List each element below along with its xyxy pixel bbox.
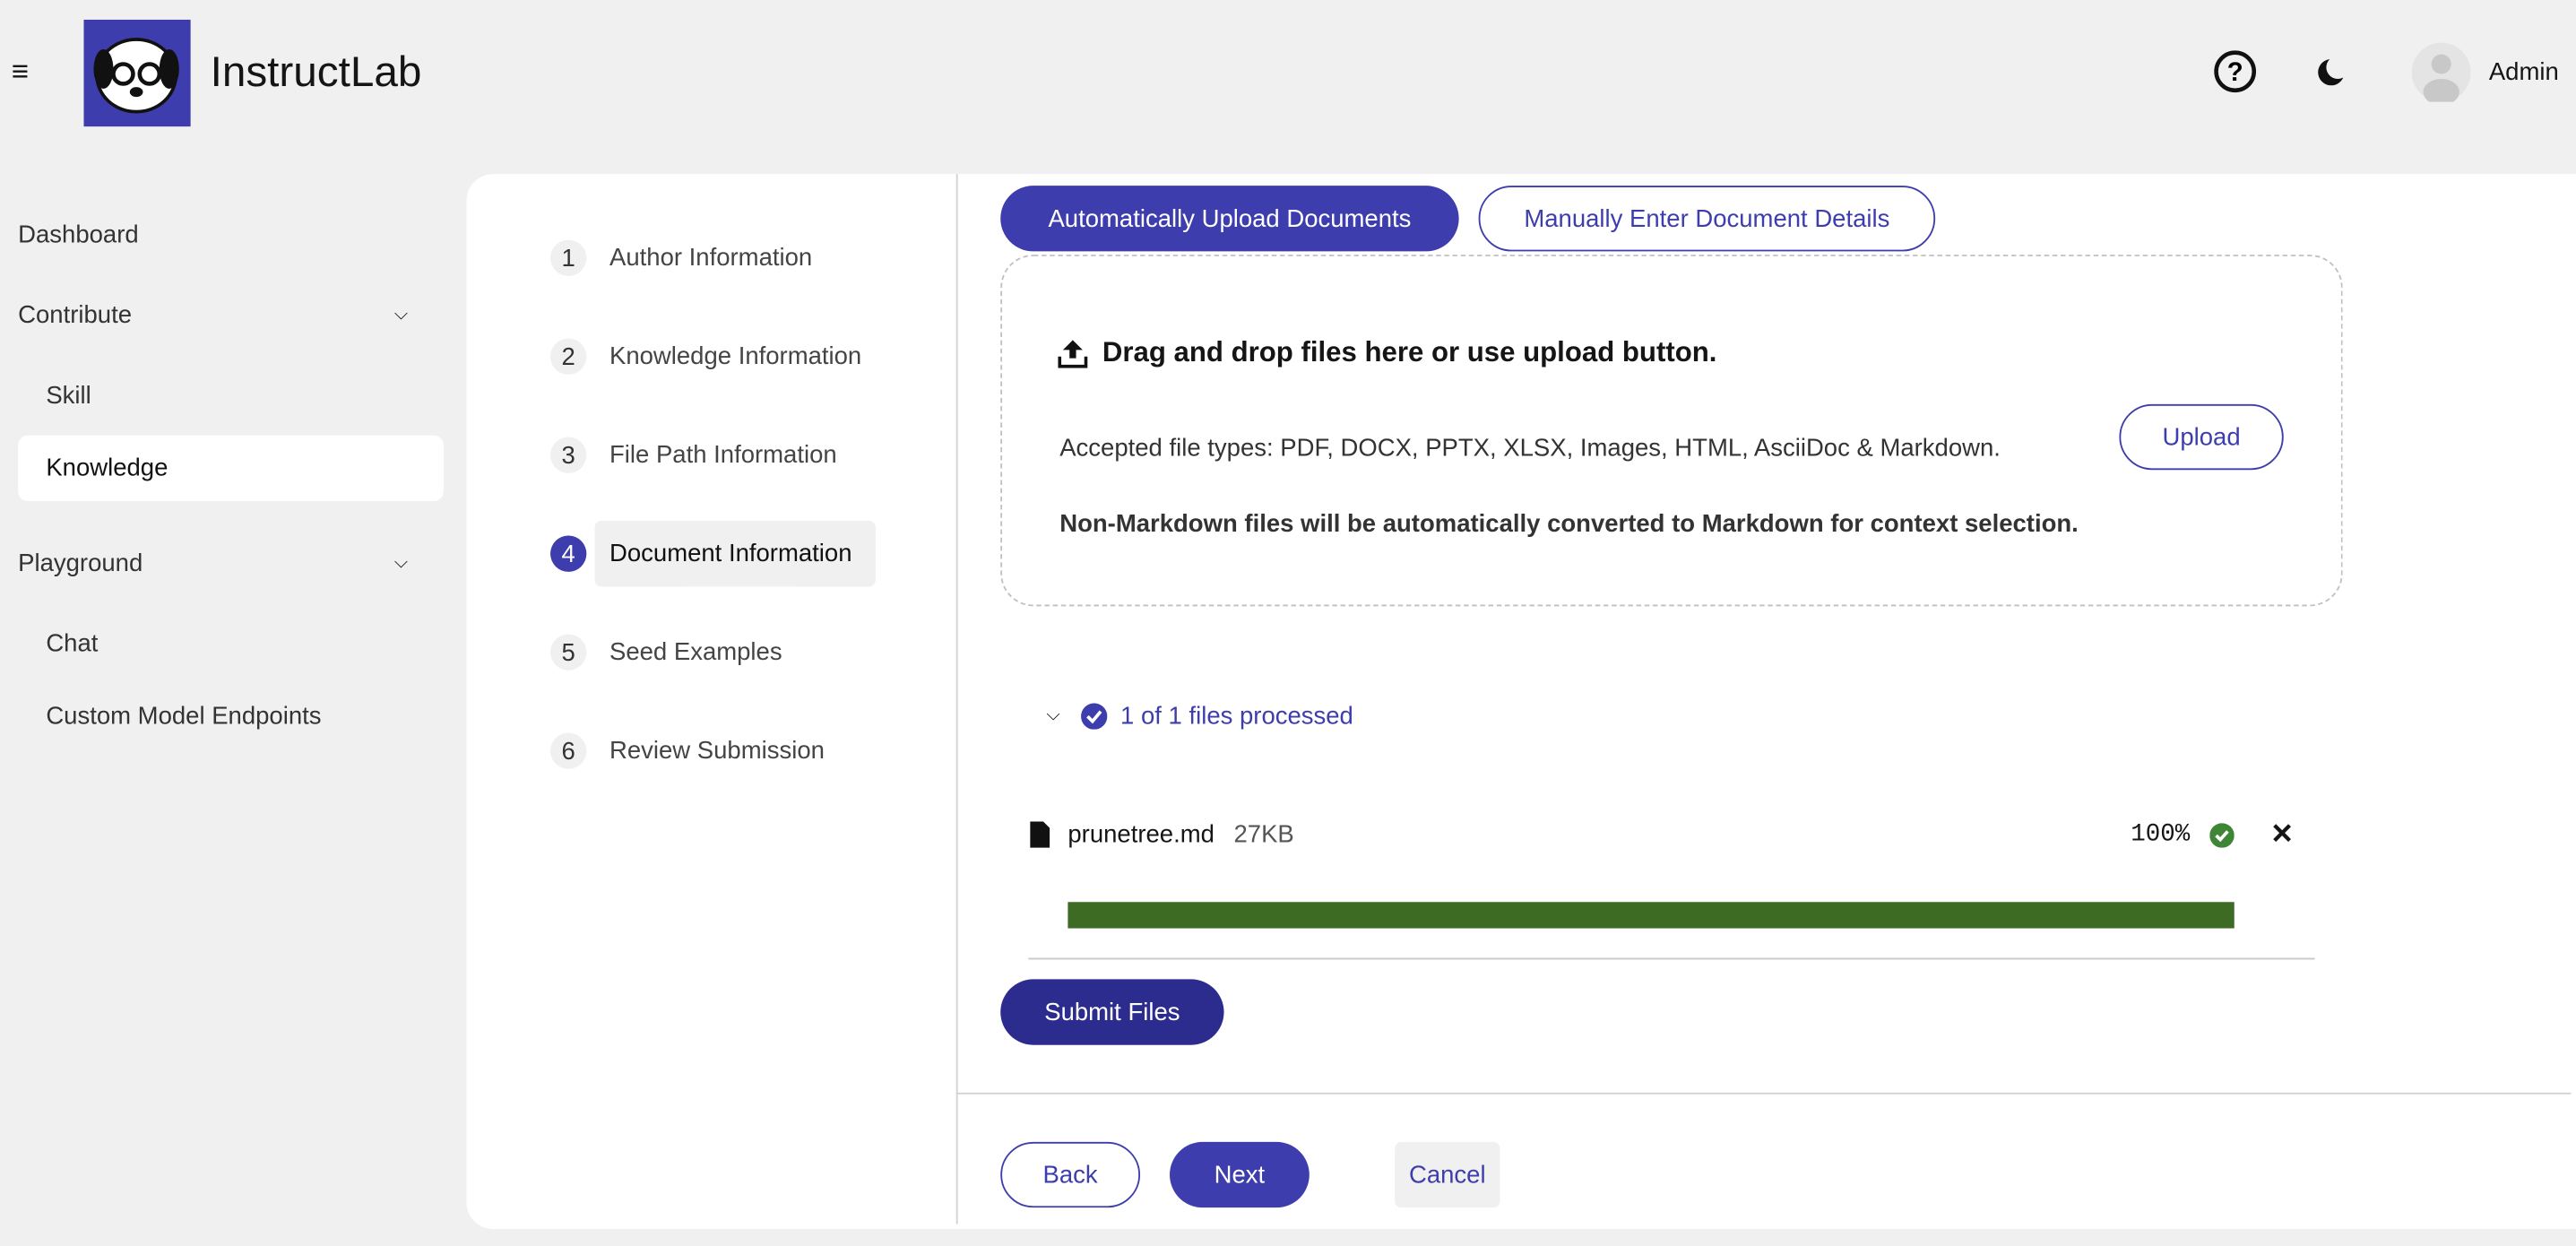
next-button[interactable]: Next: [1170, 1141, 1310, 1208]
step-number: 3: [550, 437, 587, 473]
file-progress: 100%: [2131, 820, 2191, 849]
upload-icon: [1058, 340, 1088, 368]
accepted-types: Accepted file types: PDF, DOCX, PPTX, XL…: [1059, 434, 2001, 463]
step-number: 2: [550, 338, 587, 375]
footer-divider: [955, 1092, 2572, 1095]
nav-item[interactable]: Dashboard: [18, 221, 139, 249]
app-name: InstructLab: [210, 47, 422, 97]
remove-file[interactable]: ✕: [2270, 818, 2295, 850]
logo[interactable]: [83, 19, 191, 127]
theme-toggle[interactable]: [2316, 57, 2347, 87]
file-size: 27KB: [1233, 820, 1294, 849]
step-label[interactable]: Seed Examples: [609, 638, 782, 667]
separator: [1028, 957, 2315, 960]
nav-group[interactable]: Playground: [18, 549, 143, 578]
upload-button[interactable]: Upload: [2119, 403, 2284, 471]
step-number: 1: [550, 239, 587, 276]
logo-icon: [93, 38, 179, 114]
main-panel: [466, 174, 2576, 1230]
cancel-button[interactable]: Cancel: [1395, 1141, 1500, 1208]
step-label[interactable]: Author Information: [609, 244, 813, 273]
nav-item-active[interactable]: Knowledge: [46, 454, 169, 482]
progress-bar: [1068, 902, 2235, 929]
svg-text:?: ?: [2227, 57, 2243, 87]
file-name: prunetree.md: [1068, 820, 1215, 849]
nav-selected-bg: [18, 435, 444, 502]
nav-item[interactable]: Chat: [46, 629, 99, 659]
conversion-note: Non-Markdown files will be automatically…: [1059, 510, 2079, 539]
submit-files[interactable]: Submit Files: [1000, 979, 1224, 1045]
nav-item[interactable]: Custom Model Endpoints: [46, 702, 322, 731]
file-icon: [1030, 821, 1050, 848]
step-label[interactable]: Document Information: [609, 540, 852, 568]
avatar[interactable]: [2411, 42, 2471, 102]
step-label[interactable]: Review Submission: [609, 737, 825, 766]
step-number: 4: [550, 535, 587, 572]
step-number: 6: [550, 732, 587, 769]
help-icon[interactable]: ?: [2213, 49, 2257, 93]
step-label[interactable]: Knowledge Information: [609, 342, 862, 371]
tab-active[interactable]: Automatically Upload Documents: [1000, 186, 1459, 252]
expand-toggle[interactable]: ⌵: [1046, 705, 1060, 726]
divider: [955, 174, 958, 1224]
back-button[interactable]: Back: [1000, 1141, 1141, 1208]
tab[interactable]: Manually Enter Document Details: [1478, 186, 1936, 252]
success-icon: [2209, 823, 2235, 848]
user-name[interactable]: Admin: [2488, 58, 2559, 87]
step-number: 5: [550, 634, 587, 671]
chevron: ⌵: [393, 305, 409, 324]
step-label[interactable]: File Path Information: [609, 441, 837, 470]
drop-title: Drag and drop files here or use upload b…: [1102, 336, 1717, 368]
nav-group[interactable]: Contribute: [18, 301, 133, 330]
menu-toggle[interactable]: ≡: [11, 55, 30, 89]
chevron: ⌵: [393, 552, 409, 573]
drop-zone[interactable]: [1000, 255, 2343, 607]
nav-item[interactable]: Skill: [46, 382, 91, 411]
files-summary[interactable]: 1 of 1 files processed: [1120, 702, 1353, 731]
status-icon: [1081, 703, 1108, 730]
step-active-bg: [594, 521, 876, 587]
